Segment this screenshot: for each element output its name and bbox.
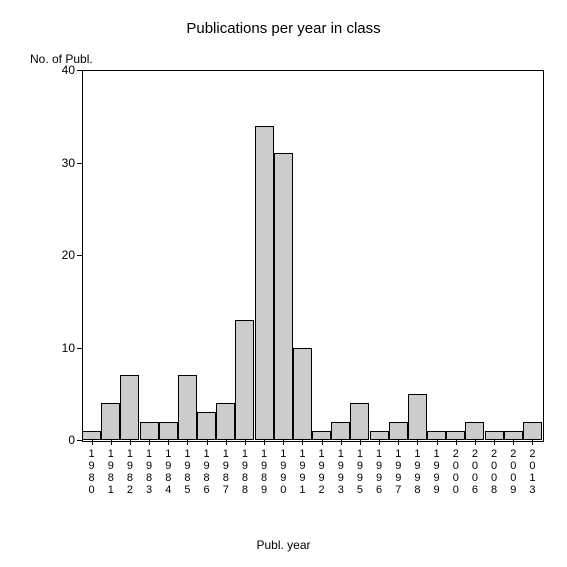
x-tick — [92, 440, 93, 445]
x-tick-label: 1988 — [240, 448, 250, 496]
x-tick-label: 1982 — [125, 448, 135, 496]
x-tick-label: 1999 — [432, 448, 442, 496]
y-tick-label: 20 — [45, 248, 75, 262]
x-tick — [302, 440, 303, 445]
x-tick — [245, 440, 246, 445]
bar — [274, 153, 293, 440]
plot-area — [82, 70, 544, 442]
x-tick — [168, 440, 169, 445]
x-tick-label: 2008 — [489, 448, 499, 496]
y-tick — [77, 255, 82, 256]
x-tick — [360, 440, 361, 445]
bar — [255, 126, 274, 441]
x-tick-label: 1992 — [317, 448, 327, 496]
x-tick-label: 1980 — [87, 448, 97, 496]
x-tick — [494, 440, 495, 445]
x-tick-label: 1987 — [221, 448, 231, 496]
y-tick-label: 30 — [45, 156, 75, 170]
x-tick — [322, 440, 323, 445]
bar — [197, 412, 216, 440]
x-tick — [532, 440, 533, 445]
bar — [427, 431, 446, 440]
x-tick — [207, 440, 208, 445]
x-tick — [456, 440, 457, 445]
bar — [140, 422, 159, 441]
bar — [504, 431, 523, 440]
bar — [101, 403, 120, 440]
bar — [82, 431, 101, 440]
x-tick-label: 1989 — [259, 448, 269, 496]
bar — [408, 394, 427, 440]
bar — [235, 320, 254, 440]
chart-container: Publications per year in class No. of Pu… — [0, 0, 567, 567]
y-tick — [77, 440, 82, 441]
y-tick-label: 40 — [45, 63, 75, 77]
x-tick-label: 1991 — [297, 448, 307, 496]
x-tick — [341, 440, 342, 445]
x-tick-label: 1998 — [412, 448, 422, 496]
x-tick-label: 1981 — [106, 448, 116, 496]
x-tick — [149, 440, 150, 445]
x-tick-label: 2000 — [451, 448, 461, 496]
x-tick-label: 1986 — [202, 448, 212, 496]
x-tick-label: 1997 — [393, 448, 403, 496]
bar — [485, 431, 504, 440]
bar — [178, 375, 197, 440]
x-tick — [379, 440, 380, 445]
y-tick-label: 10 — [45, 341, 75, 355]
x-tick — [264, 440, 265, 445]
bar — [216, 403, 235, 440]
bar — [389, 422, 408, 441]
chart-title: Publications per year in class — [0, 20, 567, 37]
x-tick-label: 1990 — [278, 448, 288, 496]
bar — [159, 422, 178, 441]
x-tick — [475, 440, 476, 445]
x-tick-label: 1985 — [182, 448, 192, 496]
x-tick — [130, 440, 131, 445]
bar — [350, 403, 369, 440]
x-tick-label: 2006 — [470, 448, 480, 496]
x-tick-label: 2009 — [508, 448, 518, 496]
bar — [370, 431, 389, 440]
y-tick — [77, 348, 82, 349]
bar — [465, 422, 484, 441]
y-tick-label: 0 — [45, 433, 75, 447]
x-tick — [226, 440, 227, 445]
x-tick — [398, 440, 399, 445]
bar — [331, 422, 350, 441]
y-tick — [77, 163, 82, 164]
x-axis-label: Publ. year — [0, 538, 567, 552]
bar — [523, 422, 542, 441]
bar — [120, 375, 139, 440]
x-tick-label: 1996 — [374, 448, 384, 496]
bar — [293, 348, 312, 441]
x-tick-label: 1993 — [336, 448, 346, 496]
x-tick — [417, 440, 418, 445]
bar — [312, 431, 331, 440]
x-tick-label: 2013 — [527, 448, 537, 496]
x-tick — [283, 440, 284, 445]
bar — [446, 431, 465, 440]
x-tick-label: 1984 — [163, 448, 173, 496]
y-tick — [77, 70, 82, 71]
x-tick — [187, 440, 188, 445]
x-tick — [437, 440, 438, 445]
x-tick — [513, 440, 514, 445]
x-tick — [111, 440, 112, 445]
x-tick-label: 1995 — [355, 448, 365, 496]
x-tick-label: 1983 — [144, 448, 154, 496]
